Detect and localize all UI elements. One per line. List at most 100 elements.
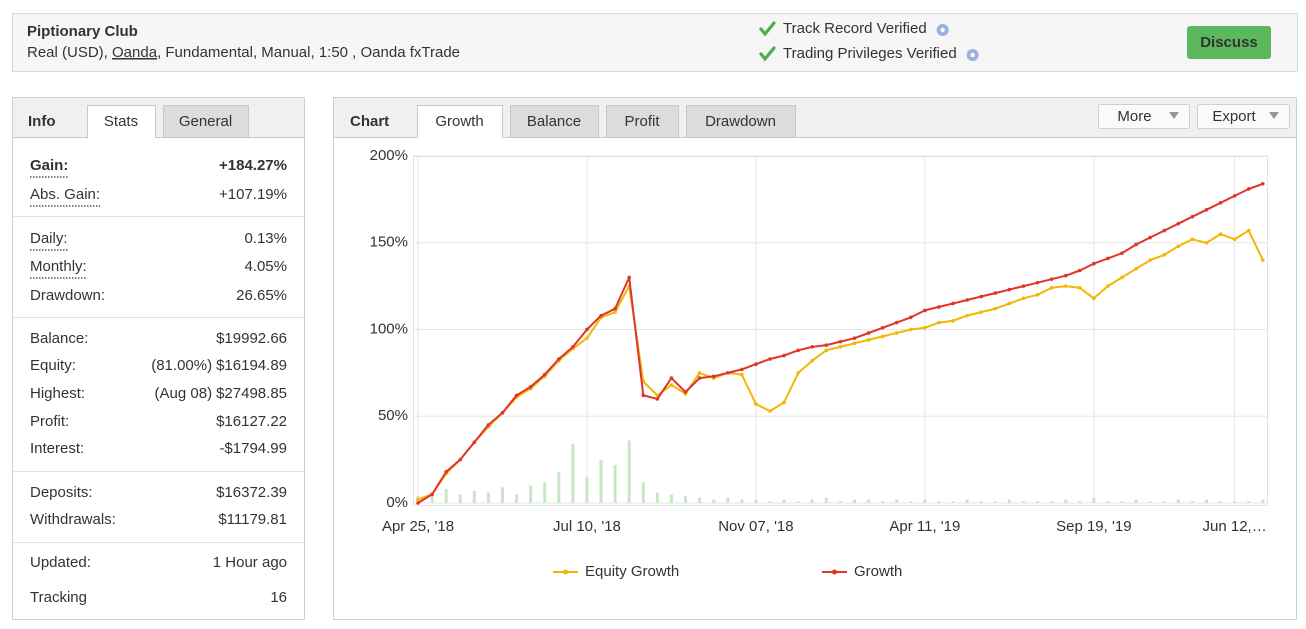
help-dot — [970, 52, 975, 58]
point — [1120, 275, 1124, 280]
stat-value: 0.13% — [244, 230, 287, 247]
x-tick-label: Jun 12,… — [1203, 518, 1267, 535]
stat-label: Monthly: — [30, 258, 87, 275]
bar — [444, 489, 448, 503]
point — [782, 400, 786, 405]
point — [768, 357, 772, 361]
legend-dot — [563, 569, 568, 575]
tab-label[interactable]: Balance — [527, 113, 581, 130]
point — [655, 397, 660, 401]
point — [1162, 228, 1167, 233]
bar — [1176, 499, 1180, 503]
stat-label: Abs. Gain: — [30, 186, 100, 203]
bar — [852, 499, 856, 503]
tab[interactable] — [686, 105, 796, 138]
x-tick-label: Nov 07, '18 — [718, 518, 793, 535]
point — [810, 345, 815, 349]
point — [1049, 277, 1054, 281]
x-tick-label: Apr 25, '18 — [382, 518, 454, 535]
account-text: , Fundamental, Manual, 1:50 , Oanda fxTr… — [157, 44, 460, 61]
point — [697, 371, 702, 375]
stat-value: 4.05% — [244, 258, 287, 275]
point — [571, 345, 575, 349]
bar — [486, 492, 490, 503]
bar — [1162, 501, 1166, 503]
stat-label: Daily: — [30, 230, 68, 247]
bar — [937, 501, 941, 503]
bar — [726, 497, 730, 503]
point — [1134, 266, 1138, 271]
tab-label[interactable]: General — [179, 113, 232, 130]
stat-value: $16372.39 — [216, 484, 287, 501]
header-box — [12, 13, 1298, 72]
legend-label[interactable]: Growth — [854, 563, 902, 580]
y-tick-label: 150% — [370, 234, 408, 251]
point — [1007, 287, 1012, 292]
active-tab[interactable] — [417, 105, 503, 138]
point — [1246, 187, 1251, 191]
bar — [1021, 501, 1025, 503]
bar — [1064, 499, 1068, 503]
point — [1232, 194, 1237, 198]
help-dot — [940, 27, 945, 33]
point — [965, 298, 969, 302]
info-tab-bar — [13, 98, 304, 138]
point — [810, 358, 815, 363]
bar — [557, 471, 561, 503]
stat-label: Deposits: — [30, 484, 93, 501]
dropdown-button[interactable] — [1197, 104, 1290, 129]
point — [669, 383, 674, 387]
point — [1190, 214, 1195, 219]
point — [1092, 296, 1096, 301]
tab[interactable] — [510, 105, 599, 138]
bar — [1219, 501, 1223, 503]
bar — [1247, 501, 1251, 503]
bar — [1120, 501, 1124, 503]
point — [993, 291, 998, 295]
bar — [1078, 501, 1082, 503]
point — [1106, 256, 1110, 261]
point — [1162, 253, 1167, 257]
tab-label[interactable]: Profit — [624, 113, 660, 130]
bar — [1106, 501, 1110, 503]
point — [937, 320, 941, 325]
point — [1204, 240, 1209, 245]
bar — [796, 501, 800, 503]
broker-link[interactable]: Oanda — [112, 44, 158, 61]
bar — [1007, 499, 1011, 503]
bar — [768, 501, 772, 503]
point — [1134, 242, 1138, 247]
point — [951, 301, 955, 306]
point — [1063, 273, 1068, 278]
point — [542, 372, 547, 377]
bar — [627, 440, 631, 503]
point — [1176, 221, 1181, 226]
point — [711, 374, 716, 379]
point — [1261, 258, 1265, 262]
point — [1120, 251, 1124, 255]
stat-value: $19992.66 — [216, 330, 287, 347]
info-panel — [12, 97, 305, 620]
bar — [698, 497, 702, 503]
point — [1176, 244, 1181, 249]
bar — [923, 499, 927, 503]
tab-label[interactable]: Growth — [435, 113, 483, 130]
tab[interactable] — [163, 105, 249, 138]
tab-label[interactable]: Stats — [104, 113, 138, 130]
tab-label[interactable]: Drawdown — [705, 113, 776, 130]
tab[interactable] — [606, 105, 679, 138]
bar — [669, 494, 673, 503]
dropdown-button[interactable] — [1098, 104, 1190, 129]
point — [1063, 284, 1068, 288]
point — [880, 334, 885, 339]
point — [1035, 280, 1040, 285]
bar — [515, 494, 519, 503]
legend-label[interactable]: Equity Growth — [585, 563, 679, 580]
account-title: Piptionary Club — [27, 23, 138, 40]
check-icon — [759, 21, 776, 37]
discuss-button[interactable] — [1187, 26, 1271, 59]
point — [993, 306, 998, 311]
bar — [430, 492, 434, 503]
point — [514, 393, 519, 398]
point — [1232, 237, 1237, 242]
